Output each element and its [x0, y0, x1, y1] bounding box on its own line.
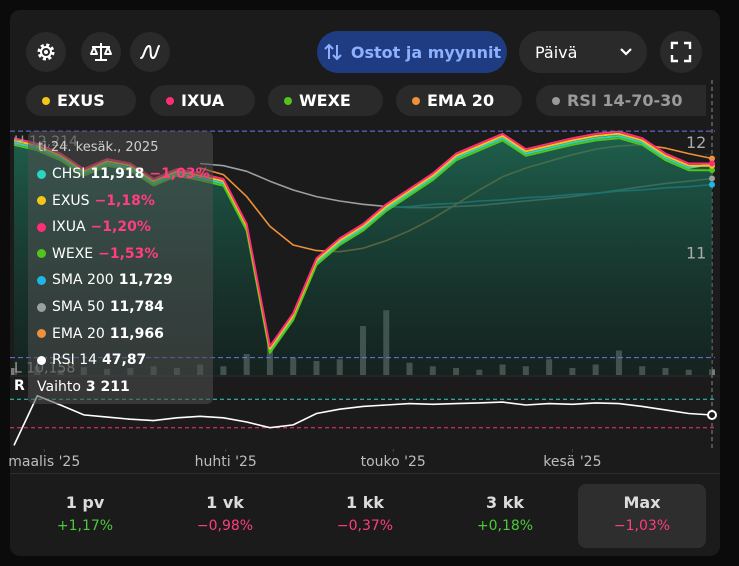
x-tick-label: kesä '25: [543, 454, 601, 470]
last-point: [709, 160, 715, 167]
x-tick-label: touko '25: [361, 454, 426, 470]
y-tick-label: 12: [686, 133, 706, 152]
fullscreen-button[interactable]: [660, 31, 702, 73]
trades-label: Ostot ja myynnit: [350, 42, 502, 62]
tooltip-dot: [37, 355, 46, 365]
tooltip-value: 11,966: [109, 325, 164, 342]
period-label: 3 kk: [486, 493, 524, 512]
legend-dot: [42, 96, 50, 105]
chevron-icon: [620, 48, 632, 56]
tooltip-value: 11,784: [109, 299, 164, 315]
tooltip-row: EXUS −1,18%: [37, 191, 155, 211]
legend-dot: [552, 96, 560, 105]
legend-label: EMA 20: [427, 91, 495, 110]
tooltip-name: WEXE: [52, 245, 94, 262]
period-button[interactable]: 3 kk +0,18%: [441, 484, 569, 548]
legend-dot: [166, 96, 174, 105]
tooltip-row: SMA 50 11,784: [37, 297, 164, 317]
tooltip-value: 3 211: [85, 378, 130, 395]
tooltip-row: EMA 20 11,966: [37, 324, 164, 344]
last-point: [709, 167, 715, 174]
settings-icon: [37, 43, 55, 61]
period-button[interactable]: 1 kk −0,37%: [301, 484, 429, 548]
tooltip-change: −1,53%: [98, 245, 159, 262]
tooltip-dot: [37, 196, 46, 206]
tooltip-value: 11,918: [90, 166, 145, 182]
tooltip-name: SMA 50: [52, 299, 105, 315]
tooltip: ti 24. kesäk., 2025 CHSI 11,918 −1,03% EXUS…: [28, 131, 213, 404]
legend-chip[interactable]: IXUA: [150, 85, 255, 116]
tooltip-dot: [37, 169, 46, 179]
rsi-line: [13, 394, 713, 446]
fullscreen-icon: [670, 41, 692, 63]
period-change: +1,17%: [56, 518, 114, 534]
tooltip-name: CHSI: [52, 166, 86, 182]
period-button[interactable]: 1 vk −0,98%: [161, 484, 289, 548]
tooltip-change: −1,03%: [149, 166, 210, 182]
legend-chip[interactable]: RSI 14-70-30: [536, 85, 706, 116]
tooltip-change: −1,20%: [90, 219, 151, 236]
arrows-icon: [324, 43, 342, 61]
tooltip-name: EXUS: [52, 192, 90, 209]
compare-button[interactable]: [81, 32, 121, 72]
period-label: 1 pv: [65, 493, 105, 512]
tooltip-value: 47,87: [102, 352, 147, 369]
indicators-button[interactable]: [130, 32, 170, 72]
last-point: [709, 181, 715, 188]
tooltip-row: CHSI 11,918 −1,03%: [37, 164, 210, 184]
trades-button[interactable]: Ostot ja myynnit: [317, 31, 507, 73]
tooltip-name: SMA 200: [52, 272, 114, 289]
tooltip-dot: [37, 249, 46, 259]
tooltip-name: IXUA: [52, 219, 86, 236]
rsi-last: [707, 410, 717, 421]
legend-label: WEXE: [299, 91, 351, 110]
legend-chip[interactable]: EXUS: [26, 85, 136, 116]
x-tick-label: huhti '25: [195, 454, 257, 470]
legend-label: IXUA: [181, 91, 225, 110]
tooltip-dot: [37, 275, 46, 285]
legend-label: EXUS: [57, 91, 105, 110]
legend-dot: [412, 96, 420, 105]
tooltip-dot: [37, 329, 46, 339]
wave-icon: [140, 44, 160, 60]
x-tick-label: maalis '25: [8, 454, 80, 470]
tooltip-name: RSI 14: [52, 352, 98, 369]
y-tick-label: 11: [686, 243, 706, 262]
period-button[interactable]: 1 pv +1,17%: [21, 484, 149, 548]
period-label: Max: [623, 493, 661, 512]
period-label: 1 vk: [206, 493, 244, 512]
last-point: [709, 175, 715, 182]
tooltip-row: SMA 200 11,729: [37, 270, 173, 290]
legend-dot: [284, 96, 292, 105]
tooltip-date: ti 24. kesäk., 2025: [38, 140, 159, 155]
tooltip-dot: [37, 302, 46, 312]
period-change: +0,18%: [476, 518, 534, 534]
interval-label: Päivä: [535, 42, 578, 62]
period-button[interactable]: Max −1,03%: [578, 484, 706, 548]
legend-chip[interactable]: EMA 20: [396, 85, 522, 116]
interval-dropdown[interactable]: Päivä: [519, 31, 647, 73]
tooltip-row: Vaihto 3 211: [37, 377, 130, 397]
tooltip-change: −1,18%: [94, 192, 155, 209]
tooltip-dot: [37, 222, 46, 232]
tooltip-value: 11,729: [118, 272, 173, 289]
tooltip-name: EMA 20: [52, 325, 105, 342]
period-change: −0,37%: [336, 518, 394, 534]
tooltip-row: WEXE −1,53%: [37, 244, 158, 264]
last-point: [709, 155, 715, 162]
settings-button[interactable]: [26, 32, 66, 72]
rsi-label: R: [14, 378, 25, 394]
scale-icon: [90, 43, 112, 61]
period-change: −0,98%: [196, 518, 254, 534]
tooltip-row: RSI 14 47,87: [37, 350, 146, 370]
legend-label: RSI 14-70-30: [567, 91, 683, 110]
period-label: 1 kk: [346, 493, 384, 512]
tooltip-name: Vaihto: [37, 378, 81, 395]
divider: [10, 473, 720, 474]
period-change: −1,03%: [613, 518, 671, 534]
legend-chip[interactable]: WEXE: [268, 85, 383, 116]
tooltip-row: IXUA −1,20%: [37, 217, 151, 237]
